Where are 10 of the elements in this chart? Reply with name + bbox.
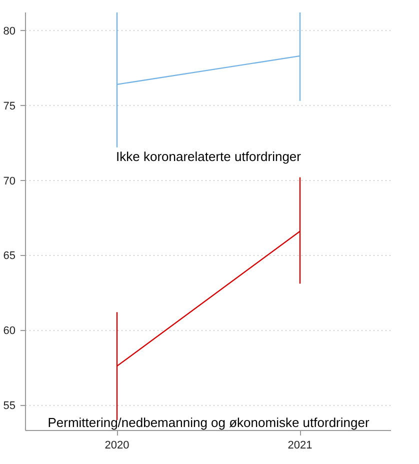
y-tick-label: 75 [3, 100, 16, 112]
x-tick-label: 2021 [288, 440, 312, 452]
y-tick-label: 70 [3, 175, 16, 188]
y-tick-label: 80 [3, 25, 16, 38]
y-tick-label: 65 [3, 250, 16, 262]
x-tick-label: 2020 [104, 440, 130, 452]
annotation: Ikke koronarelaterte utfordringer [116, 148, 302, 164]
y-tick-label: 60 [3, 325, 16, 338]
y-tick-label: 55 [3, 400, 16, 412]
annotation: Permittering/nedbemanning og økonomiske utfordringer [48, 415, 370, 430]
